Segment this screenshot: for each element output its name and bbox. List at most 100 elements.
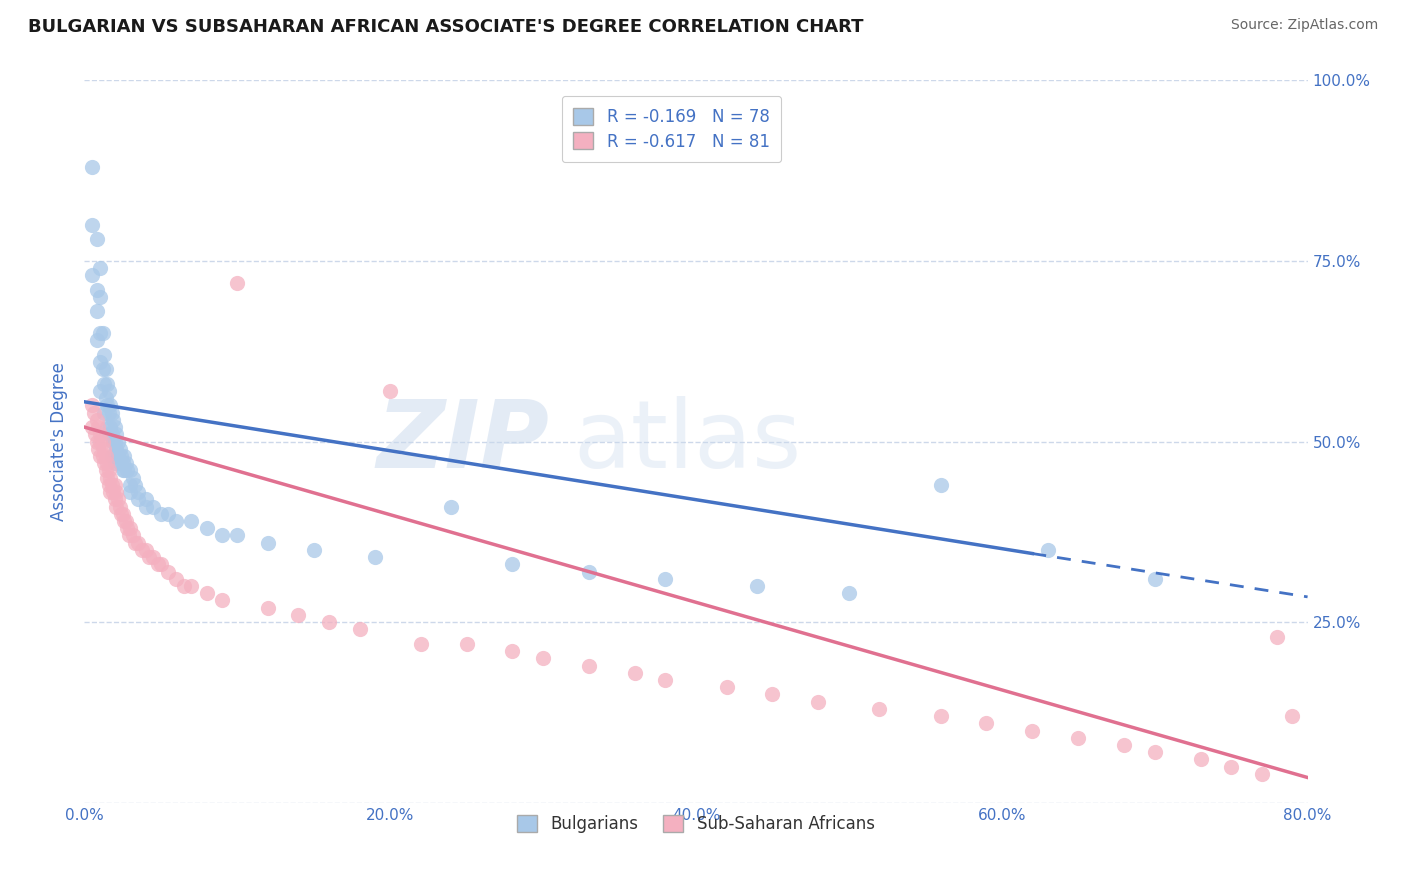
Point [211, 593, 233, 607]
Point [86, 434, 108, 449]
Point [111, 507, 134, 521]
Point [110, 507, 132, 521]
Point [89, 326, 111, 340]
Point [97, 427, 120, 442]
Point [122, 528, 145, 542]
Point [94, 362, 117, 376]
Point [624, 665, 647, 680]
Point [103, 485, 125, 500]
Point [103, 413, 125, 427]
Point [122, 470, 145, 484]
Point [1021, 723, 1043, 738]
Point [120, 485, 142, 500]
Point [87, 442, 110, 456]
Point [93, 376, 115, 391]
Point [380, 384, 402, 398]
Point [135, 500, 157, 514]
Point [1189, 752, 1212, 766]
Point [929, 709, 952, 723]
Point [807, 695, 830, 709]
Point [146, 558, 169, 572]
Point [1114, 738, 1136, 752]
Point [142, 500, 165, 514]
Point [93, 348, 115, 362]
Point [89, 355, 111, 369]
Point [654, 572, 676, 586]
Point [98, 470, 121, 484]
Text: BULGARIAN VS SUBSAHARAN AFRICAN ASSOCIATE'S DEGREE CORRELATION CHART: BULGARIAN VS SUBSAHARAN AFRICAN ASSOCIAT… [28, 18, 863, 36]
Point [1143, 572, 1166, 586]
Point [115, 521, 138, 535]
Point [93, 456, 115, 470]
Point [98, 485, 121, 500]
Point [97, 478, 120, 492]
Point [127, 492, 149, 507]
Legend: Bulgarians, Sub-Saharan Africans: Bulgarians, Sub-Saharan Africans [506, 804, 886, 845]
Text: atlas: atlas [574, 395, 801, 488]
Point [96, 398, 118, 412]
Point [1220, 760, 1243, 774]
Point [96, 456, 118, 470]
Y-axis label: Associate's Degree: Associate's Degree [51, 362, 69, 521]
Point [135, 492, 157, 507]
Point [1036, 542, 1059, 557]
Point [104, 420, 127, 434]
Point [107, 492, 129, 507]
Point [165, 572, 187, 586]
Point [87, 420, 110, 434]
Point [101, 478, 124, 492]
Point [86, 283, 108, 297]
Point [110, 449, 132, 463]
Point [124, 478, 146, 492]
Point [838, 586, 860, 600]
Point [108, 442, 131, 456]
Point [135, 542, 157, 557]
Point [80, 160, 103, 174]
Point [180, 579, 202, 593]
Point [929, 478, 952, 492]
Point [107, 449, 129, 463]
Point [97, 463, 120, 477]
Point [86, 334, 108, 348]
Point [94, 391, 117, 405]
Point [120, 521, 142, 535]
Point [101, 406, 124, 420]
Point [97, 406, 120, 420]
Point [94, 449, 117, 463]
Point [80, 398, 103, 412]
Point [93, 442, 115, 456]
Point [83, 406, 105, 420]
Point [91, 326, 114, 340]
Point [440, 500, 463, 514]
Point [1250, 767, 1272, 781]
Point [456, 637, 478, 651]
Point [195, 586, 218, 600]
Point [120, 463, 142, 477]
Point [118, 528, 141, 542]
Point [89, 449, 111, 463]
Point [114, 514, 136, 528]
Point [114, 456, 136, 470]
Point [91, 434, 114, 449]
Point [86, 413, 108, 427]
Point [409, 637, 432, 651]
Point [105, 500, 128, 514]
Point [761, 687, 783, 701]
Point [157, 507, 180, 521]
Point [107, 434, 129, 449]
Point [105, 427, 128, 442]
Point [98, 398, 121, 412]
Point [97, 384, 120, 398]
Point [1281, 709, 1303, 723]
Point [257, 535, 280, 549]
Point [157, 565, 180, 579]
Point [101, 449, 124, 463]
Point [531, 651, 554, 665]
Point [127, 535, 149, 549]
Point [104, 478, 127, 492]
Point [96, 470, 118, 484]
Point [86, 304, 108, 318]
Point [91, 362, 114, 376]
Point [104, 456, 127, 470]
Point [195, 521, 218, 535]
